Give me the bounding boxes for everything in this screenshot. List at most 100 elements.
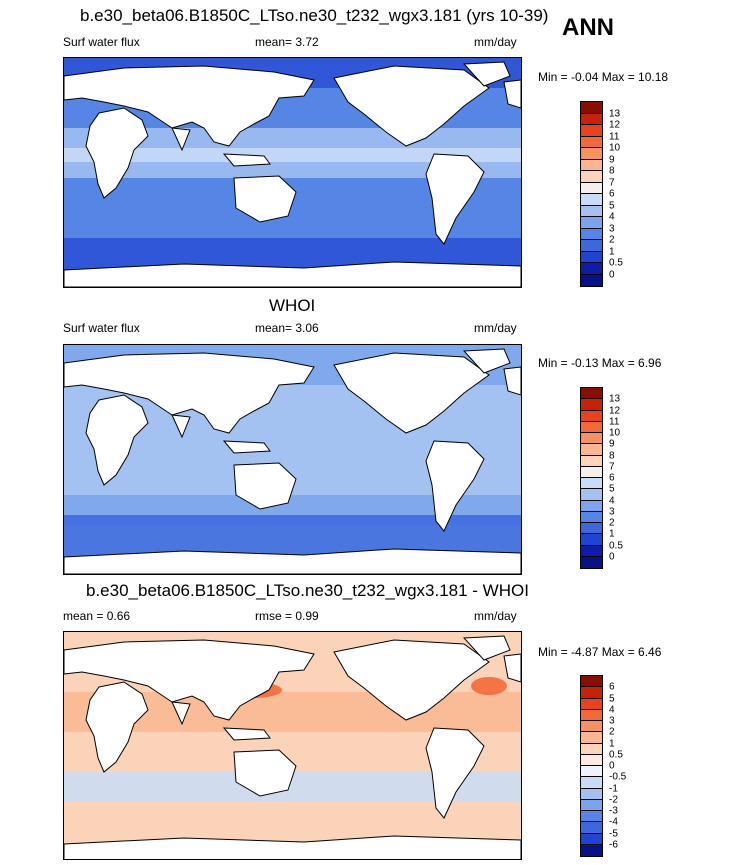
colorbar-swatch — [581, 811, 602, 823]
colorbar-tick-label: -2 — [609, 794, 618, 806]
colorbar-tick-label: -0.5 — [609, 771, 627, 783]
colorbar-swatch — [581, 698, 602, 710]
colorbar-swatch — [581, 721, 602, 733]
colorbar-swatch — [581, 113, 602, 125]
colorbar-tick-label: 3 — [609, 715, 615, 727]
panel3-units: mm/day — [474, 609, 517, 623]
colorbar-swatch — [581, 433, 602, 445]
landmass — [171, 414, 191, 439]
colorbar-tick-label: 1 — [609, 528, 615, 540]
colorbar-tick-label: 10 — [609, 427, 621, 439]
colorbar-swatch — [581, 148, 602, 160]
panel3-minmax: Min = -4.87 Max = 6.46 — [538, 645, 662, 659]
colorbar-tick-label: 10 — [609, 142, 621, 154]
colorbar-tick-label: 2 — [609, 234, 615, 246]
colorbar-tick-label: 8 — [609, 450, 615, 461]
landmass — [333, 65, 490, 147]
colorbar-tick-label: 5 — [609, 693, 615, 704]
colorbar-swatch — [581, 777, 602, 789]
panel2-units: mm/day — [474, 321, 517, 335]
colorbar-tick-label: 5 — [609, 200, 615, 211]
colorbar-swatch — [581, 799, 602, 811]
colorbar-tick-label: 9 — [609, 438, 615, 450]
landmass — [333, 639, 490, 721]
panel3-mean: mean = 0.66 — [63, 609, 131, 623]
colorbar-swatch — [581, 194, 602, 206]
colorbar-tick-label: 5 — [609, 483, 615, 495]
colorbar-swatch — [581, 251, 602, 263]
colorbar-tick-label: 1 — [609, 738, 615, 749]
colorbar-swatch — [581, 732, 602, 744]
landmass — [503, 79, 521, 109]
colorbar-tick-label: 4 — [609, 211, 615, 223]
colorbar-swatch — [581, 455, 602, 467]
landmass — [333, 352, 490, 434]
colorbar-swatch — [581, 399, 602, 411]
colorbar-tick-label: 7 — [609, 461, 615, 473]
colorbar-tick-label: 13 — [609, 108, 621, 119]
panel1-map — [63, 57, 522, 288]
panel3-map-svg — [64, 632, 521, 859]
landmass — [171, 701, 191, 726]
landmass — [462, 348, 511, 374]
gulf-stream-anomaly — [471, 677, 507, 695]
panel3-rmse: rmse = 0.99 — [255, 609, 319, 623]
colorbar-swatch — [581, 421, 602, 433]
panel2-variable-label: Surf water flux — [63, 321, 140, 335]
colorbar-tick-label: 3 — [609, 506, 615, 518]
colorbar-swatch — [581, 687, 602, 699]
colorbar-swatch — [581, 182, 602, 194]
colorbar-tick-label: 3 — [609, 223, 615, 234]
panel1-minmax: Min = -0.04 Max = 10.18 — [538, 70, 669, 84]
panel2-minmax: Min = -0.13 Max = 6.96 — [538, 356, 662, 370]
colorbar-swatch — [581, 766, 602, 778]
colorbar-swatch — [581, 240, 602, 252]
panel1-title: b.e30_beta06.B1850C_LTso.ne30_t232_wgx3.… — [80, 6, 549, 25]
panel2-map-svg — [64, 345, 521, 574]
colorbar-tick-label: 0 — [609, 551, 615, 563]
colorbar-tick-label: 0 — [609, 269, 615, 280]
landmass — [462, 61, 511, 87]
colorbar-tick-label: 8 — [609, 165, 615, 177]
colorbar-tick-label: 2 — [609, 726, 615, 738]
colorbar-swatch — [581, 556, 602, 568]
colorbar-tick-label: -5 — [609, 828, 618, 839]
landmass — [503, 366, 521, 396]
colorbar-swatch — [581, 217, 602, 229]
landmass — [233, 175, 297, 223]
panel2-title: WHOI — [269, 296, 316, 315]
panel3-map — [63, 631, 522, 860]
colorbar-tick-label: 13 — [609, 393, 621, 405]
landmass — [222, 440, 271, 454]
landmass — [425, 727, 485, 819]
colorbar-tick-label: 11 — [609, 416, 620, 428]
landmass — [233, 462, 297, 510]
colorbar-swatch — [581, 410, 602, 422]
colorbar-swatch — [581, 136, 602, 148]
landmass — [425, 440, 485, 532]
colorbar-tick-label: 1 — [609, 246, 615, 257]
landmass — [503, 653, 521, 683]
colorbar-tick-label: 0.5 — [609, 540, 623, 551]
landmass — [85, 681, 149, 773]
panel3-colorbar — [580, 675, 603, 857]
colorbar-swatch — [581, 500, 602, 512]
colorbar-tick-label: 12 — [609, 119, 621, 131]
colorbar-tick-label: -6 — [609, 839, 618, 851]
colorbar-tick-label: 0.5 — [609, 257, 623, 269]
landmass — [171, 127, 191, 152]
season-label: ANN — [562, 14, 614, 41]
colorbar-tick-label: 0 — [609, 760, 615, 772]
colorbar-swatch — [581, 228, 602, 240]
colorbar-tick-label: 6 — [609, 188, 615, 200]
field-band — [64, 148, 521, 162]
colorbar-swatch — [581, 523, 602, 535]
colorbar-tick-label: 4 — [609, 495, 615, 506]
colorbar-swatch — [581, 444, 602, 456]
landmass — [222, 153, 271, 167]
colorbar-tick-label: -1 — [609, 783, 618, 794]
colorbar-swatch — [581, 102, 602, 114]
colorbar-swatch — [581, 743, 602, 755]
colorbar-swatch — [581, 466, 602, 478]
panel1-units: mm/day — [474, 35, 517, 49]
